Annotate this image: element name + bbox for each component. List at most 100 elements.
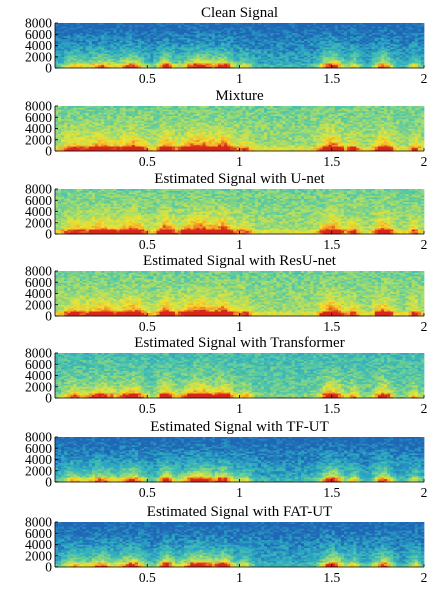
heatmap-cell [221, 106, 224, 108]
heatmap-cell [387, 23, 390, 25]
heatmap-cell [153, 23, 156, 25]
heatmap-cell [304, 23, 307, 25]
heatmap-cell [402, 23, 405, 25]
heatmap-cell [181, 106, 184, 108]
heatmap-cell [273, 23, 276, 25]
heatmap-cell [233, 23, 236, 25]
heatmap-cell [95, 23, 98, 25]
heatmap-cell [190, 106, 193, 108]
heatmap-cell [73, 106, 76, 108]
heatmap-cell [86, 23, 89, 25]
heatmap-cell [366, 23, 369, 25]
heatmap-cell [153, 106, 156, 108]
heatmap-cell [95, 106, 98, 108]
x-tick-label: 0.5 [139, 71, 156, 86]
heatmap-cell [356, 23, 359, 25]
heatmap-cell [150, 106, 153, 108]
heatmap-cell [58, 106, 61, 108]
heatmap-cell [147, 23, 150, 25]
heatmap-cell [101, 23, 104, 25]
heatmap-cell [359, 23, 362, 25]
heatmap-cell [203, 106, 206, 108]
heatmap-cell [80, 23, 83, 25]
heatmap-cell [209, 23, 212, 25]
heatmap-cell [286, 23, 289, 25]
heatmap-cell [292, 23, 295, 25]
heatmap-cell [381, 23, 384, 25]
heatmap-cell [270, 23, 273, 25]
heatmap-cell [378, 23, 381, 25]
heatmap-cell [89, 106, 92, 108]
x-tick-label: 1.5 [323, 71, 340, 86]
heatmap-cell [421, 23, 424, 25]
heatmap-cell [350, 23, 353, 25]
heatmap-cell [298, 23, 301, 25]
heatmap-cell [132, 106, 135, 108]
heatmap-cell [255, 23, 258, 25]
heatmap-cell [178, 106, 181, 108]
heatmap-cell [406, 23, 409, 25]
heatmap-cell [396, 23, 399, 25]
heatmap-cell [196, 106, 199, 108]
heatmap-cell [307, 23, 310, 25]
heatmap-cell [261, 23, 264, 25]
heatmap-cell [64, 106, 67, 108]
heatmap-cell [372, 23, 375, 25]
heatmap-cell [193, 106, 196, 108]
heatmap-cell [276, 23, 279, 25]
heatmap-cell [83, 106, 86, 108]
heatmap-cell [58, 23, 61, 25]
heatmap-cell [218, 106, 221, 108]
spectrogram-heatmap [55, 106, 424, 151]
heatmap-cell [310, 23, 313, 25]
heatmap-cell [70, 23, 73, 25]
heatmap-cell [243, 23, 246, 25]
heatmap-cell [61, 106, 64, 108]
heatmap-cell [123, 106, 126, 108]
heatmap-cell [218, 23, 221, 25]
heatmap-cell [227, 23, 230, 25]
heatmap-cell [123, 23, 126, 25]
heatmap-cell [77, 23, 80, 25]
heatmap-cell [138, 106, 141, 108]
heatmap-cell [230, 23, 233, 25]
heatmap-cell [126, 23, 129, 25]
heatmap-cell [169, 23, 172, 25]
heatmap-cell [175, 106, 178, 108]
heatmap-cell [101, 106, 104, 108]
heatmap-cell [67, 106, 70, 108]
heatmap-cell [289, 23, 292, 25]
x-tick-label: 1 [236, 71, 243, 86]
heatmap-cell [375, 23, 378, 25]
heatmap-cell [135, 106, 138, 108]
heatmap-cell [156, 23, 159, 25]
heatmap-cell [64, 23, 67, 25]
heatmap-cell [184, 106, 187, 108]
heatmap-cell [156, 106, 159, 108]
heatmap-cell [147, 106, 150, 108]
heatmap-cell [215, 23, 218, 25]
heatmap-cell [338, 23, 341, 25]
heatmap-cell [120, 106, 123, 108]
heatmap-cell [80, 106, 83, 108]
heatmap-cell [163, 106, 166, 108]
heatmap-cell [301, 23, 304, 25]
heatmap-cell [353, 23, 356, 25]
heatmap-cell [187, 23, 190, 25]
heatmap-cell [141, 23, 144, 25]
heatmap-cell [393, 23, 396, 25]
heatmap-cell [187, 106, 190, 108]
heatmap-cell [316, 23, 319, 25]
heatmap-cell [129, 23, 132, 25]
heatmap-cell [141, 106, 144, 108]
heatmap-cell [178, 23, 181, 25]
heatmap-cell [279, 23, 282, 25]
heatmap-cell [129, 106, 132, 108]
heatmap-cell [163, 23, 166, 25]
heatmap-cell [135, 23, 138, 25]
heatmap-cell [86, 106, 89, 108]
heatmap-cell [132, 23, 135, 25]
heatmap-cell [67, 23, 70, 25]
heatmap-cell [160, 106, 163, 108]
